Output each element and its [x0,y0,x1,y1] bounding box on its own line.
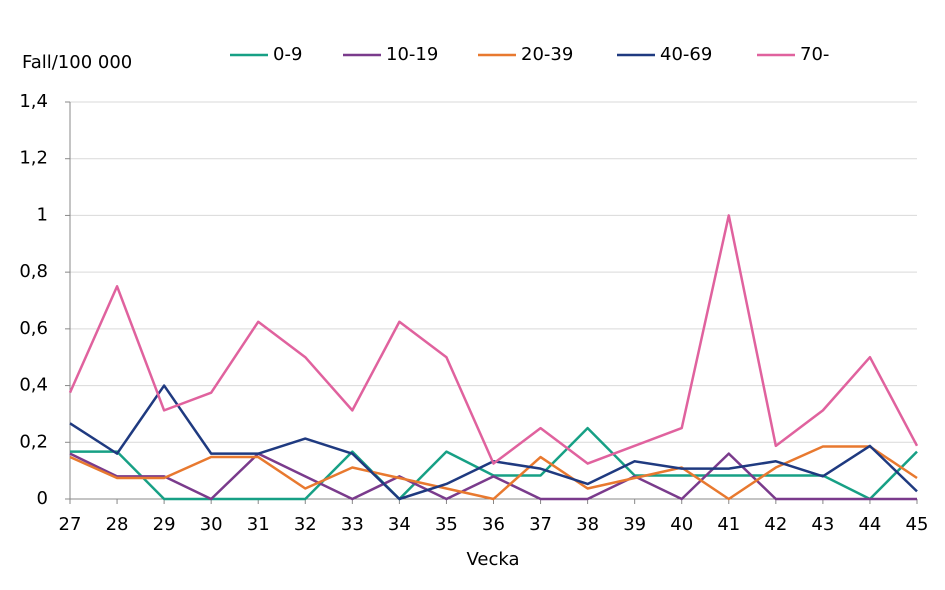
y-tick-label: 1,2 [19,148,48,169]
legend-label: 0-9 [273,44,302,65]
y-tick-label: 0,4 [19,375,48,396]
x-tick-label: 31 [247,514,270,535]
x-tick-label: 32 [294,514,317,535]
x-tick-label: 28 [106,514,129,535]
x-tick-label: 33 [341,514,364,535]
y-tick-label: 0,6 [19,318,48,339]
x-tick-label: 30 [200,514,223,535]
x-tick-label: 27 [59,514,82,535]
x-tick-label: 39 [623,514,646,535]
x-tick-label: 42 [764,514,787,535]
y-tick-label: 1 [37,204,48,225]
legend-label: 20-39 [521,44,573,65]
x-tick-label: 43 [811,514,834,535]
y-axis-label: Fall/100 000 [22,52,132,73]
series-line [69,445,918,501]
series-line [68,214,919,465]
x-tick-label: 41 [717,514,740,535]
x-tick-label: 38 [576,514,599,535]
x-tick-label: 34 [388,514,411,535]
x-tick-label: 35 [435,514,458,535]
x-tick-label: 29 [153,514,176,535]
x-tick-label: 36 [482,514,505,535]
legend-label: 40-69 [660,44,712,65]
x-tick-label: 40 [670,514,693,535]
legend-label: 70- [800,44,829,65]
y-tick-label: 0 [37,488,48,509]
x-tick-label: 45 [906,514,929,535]
series-line [69,452,917,501]
y-tick-label: 0,2 [19,431,48,452]
legend-label: 10-19 [386,44,438,65]
y-tick-label: 0,8 [19,261,48,282]
y-tick-label: 1,4 [19,91,48,112]
x-axis-label: Vecka [466,549,519,570]
x-tick-label: 44 [858,514,881,535]
x-tick-label: 37 [529,514,552,535]
